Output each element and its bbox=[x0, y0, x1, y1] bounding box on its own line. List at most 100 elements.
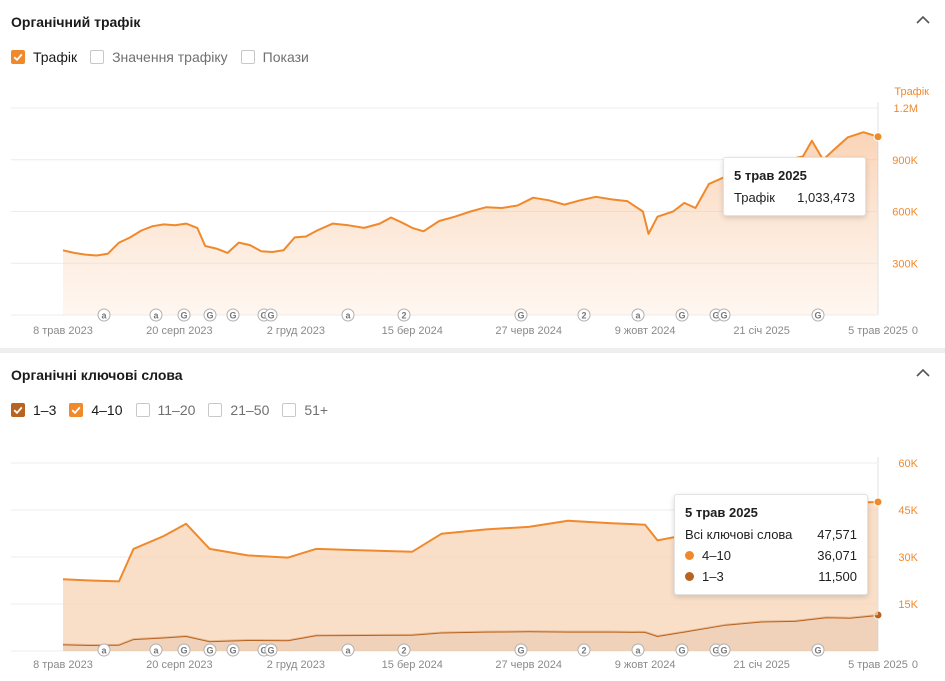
panel-divider bbox=[0, 348, 945, 353]
marker-circle bbox=[397, 643, 411, 657]
filter-label: Покази bbox=[262, 49, 309, 65]
marker-circle bbox=[631, 643, 645, 657]
y-tick-label: 30K bbox=[898, 552, 918, 564]
y-tick-label: 0 bbox=[912, 659, 918, 671]
annotation-marker-icon[interactable]: G bbox=[177, 308, 191, 322]
filter-impressions[interactable]: Покази bbox=[240, 49, 309, 65]
checkbox-icon[interactable] bbox=[208, 403, 223, 417]
annotation-marker-icon[interactable]: G bbox=[717, 643, 731, 657]
y-tick-label: 45K bbox=[898, 505, 918, 517]
x-tick-label: 8 трав 2023 bbox=[33, 325, 93, 337]
annotation-marker-icon[interactable]: G bbox=[811, 643, 825, 657]
marker-circle bbox=[341, 308, 355, 322]
marker-circle bbox=[177, 308, 191, 322]
annotation-marker-icon[interactable]: a bbox=[631, 308, 645, 322]
checkbox-icon[interactable] bbox=[282, 403, 297, 417]
x-tick-label: 27 черв 2024 bbox=[495, 325, 562, 337]
panel-title: Органічні ключові слова bbox=[11, 367, 183, 383]
tooltip-date: 5 трав 2025 bbox=[734, 168, 807, 183]
checkbox-icon[interactable] bbox=[90, 50, 105, 64]
filter-pos-51-plus[interactable]: 51+ bbox=[282, 402, 328, 418]
x-tick-label: 9 жовт 2024 bbox=[615, 325, 676, 337]
x-tick-label: 20 серп 2023 bbox=[146, 325, 213, 337]
annotation-marker-icon[interactable]: G bbox=[514, 643, 528, 657]
marker-letter: a bbox=[345, 646, 351, 656]
collapse-chevron-icon[interactable] bbox=[915, 365, 931, 381]
tooltip-label: 4–10 bbox=[702, 548, 731, 563]
filter-traffic[interactable]: Трафік bbox=[11, 49, 77, 65]
annotation-marker-icon[interactable]: G bbox=[811, 308, 825, 322]
marker-letter: G bbox=[229, 646, 236, 656]
annotation-marker-icon[interactable]: a bbox=[149, 308, 163, 322]
marker-letter: G bbox=[229, 311, 236, 321]
annotation-marker-icon[interactable]: G bbox=[177, 643, 191, 657]
traffic-chart[interactable]: 0 300K 600K 900K 1.2M Трафік 8 трав 2023 20 сер… bbox=[0, 80, 945, 348]
marker-circle bbox=[203, 308, 217, 322]
annotation-marker-icon[interactable]: 2 bbox=[577, 643, 591, 657]
marker-letter: G bbox=[712, 646, 719, 656]
y-tick-label: 60K bbox=[898, 458, 918, 470]
marker-letter: a bbox=[101, 311, 107, 321]
filter-pos-1-3[interactable]: 1–3 bbox=[11, 402, 56, 418]
checkbox-checked-icon[interactable] bbox=[69, 403, 84, 417]
tooltip-total-row: Всі ключові слова 47,571 bbox=[685, 527, 857, 542]
filter-pos-11-20[interactable]: 11–20 bbox=[135, 402, 195, 418]
marker-letter: G bbox=[206, 311, 213, 321]
marker-circle bbox=[514, 308, 528, 322]
annotation-marker-icon[interactable]: 2 bbox=[397, 643, 411, 657]
marker-circle bbox=[811, 643, 825, 657]
marker-letter: a bbox=[153, 646, 159, 656]
checkbox-checked-icon[interactable] bbox=[11, 50, 25, 64]
annotation-marker-icon[interactable]: G bbox=[675, 643, 689, 657]
annotation-marker-icon[interactable]: a bbox=[341, 643, 355, 657]
annotation-marker-icon[interactable]: G bbox=[203, 308, 217, 322]
x-tick-label: 15 бер 2024 bbox=[382, 659, 443, 671]
annotation-marker-icon[interactable]: G bbox=[226, 643, 240, 657]
marker-letter: G bbox=[814, 646, 821, 656]
marker-letter: G bbox=[517, 311, 524, 321]
y-tick-label: 1.2M bbox=[894, 103, 918, 115]
tooltip-value: 11,500 bbox=[818, 569, 857, 584]
series-dot-icon bbox=[685, 551, 694, 560]
x-tick-label: 5 трав 2025 bbox=[848, 325, 908, 337]
annotation-marker-icon[interactable]: a bbox=[149, 643, 163, 657]
traffic-chart-svg[interactable]: 0 300K 600K 900K 1.2M Трафік 8 трав 2023 20 сер… bbox=[0, 80, 945, 348]
marker-circle bbox=[577, 643, 591, 657]
tooltip-value: 36,071 bbox=[817, 548, 857, 563]
annotation-marker-icon[interactable]: G bbox=[514, 308, 528, 322]
filter-pos-21-50[interactable]: 21–50 bbox=[208, 402, 269, 418]
series-endpoint bbox=[873, 132, 883, 142]
checkbox-checked-icon[interactable] bbox=[11, 403, 25, 417]
marker-letter: a bbox=[101, 646, 107, 656]
x-tick-label: 8 трав 2023 bbox=[33, 659, 93, 671]
tooltip-label: Трафік bbox=[734, 190, 775, 205]
filter-traffic-value[interactable]: Значення трафіку bbox=[90, 49, 228, 65]
marker-letter: G bbox=[712, 311, 719, 321]
annotation-marker-icon[interactable]: G bbox=[717, 308, 731, 322]
collapse-chevron-icon[interactable] bbox=[915, 12, 931, 28]
annotation-marker-icon[interactable]: G bbox=[203, 643, 217, 657]
annotation-marker-icon[interactable]: a bbox=[97, 308, 111, 322]
checkbox-icon[interactable] bbox=[240, 50, 255, 64]
tooltip-value: 1,033,473 bbox=[797, 190, 855, 205]
marker-circle bbox=[226, 308, 240, 322]
annotation-marker-icon[interactable]: G bbox=[226, 308, 240, 322]
series-dot-icon bbox=[685, 572, 694, 581]
checkbox-icon[interactable] bbox=[135, 403, 150, 417]
annotation-marker-icon[interactable]: G bbox=[264, 643, 278, 657]
annotation-marker-icon[interactable]: a bbox=[341, 308, 355, 322]
marker-circle bbox=[149, 308, 163, 322]
annotation-marker-icon[interactable]: 2 bbox=[577, 308, 591, 322]
annotation-marker-icon[interactable]: G bbox=[675, 308, 689, 322]
x-tick-label: 2 груд 2023 bbox=[267, 659, 325, 671]
annotation-marker-icon[interactable]: G bbox=[264, 308, 278, 322]
marker-circle bbox=[97, 308, 111, 322]
marker-letter: 2 bbox=[401, 646, 406, 656]
filter-pos-4-10[interactable]: 4–10 bbox=[69, 402, 123, 418]
annotation-marker-icon[interactable]: a bbox=[631, 643, 645, 657]
marker-letter: G bbox=[720, 646, 727, 656]
annotation-marker-icon[interactable]: 2 bbox=[397, 308, 411, 322]
annotation-marker-icon[interactable]: a bbox=[97, 643, 111, 657]
tooltip-row: 1–3 11,500 bbox=[685, 569, 857, 584]
organic-keywords-panel: Органічні ключові слова 1–3 4–10 11–20 2… bbox=[0, 353, 945, 681]
